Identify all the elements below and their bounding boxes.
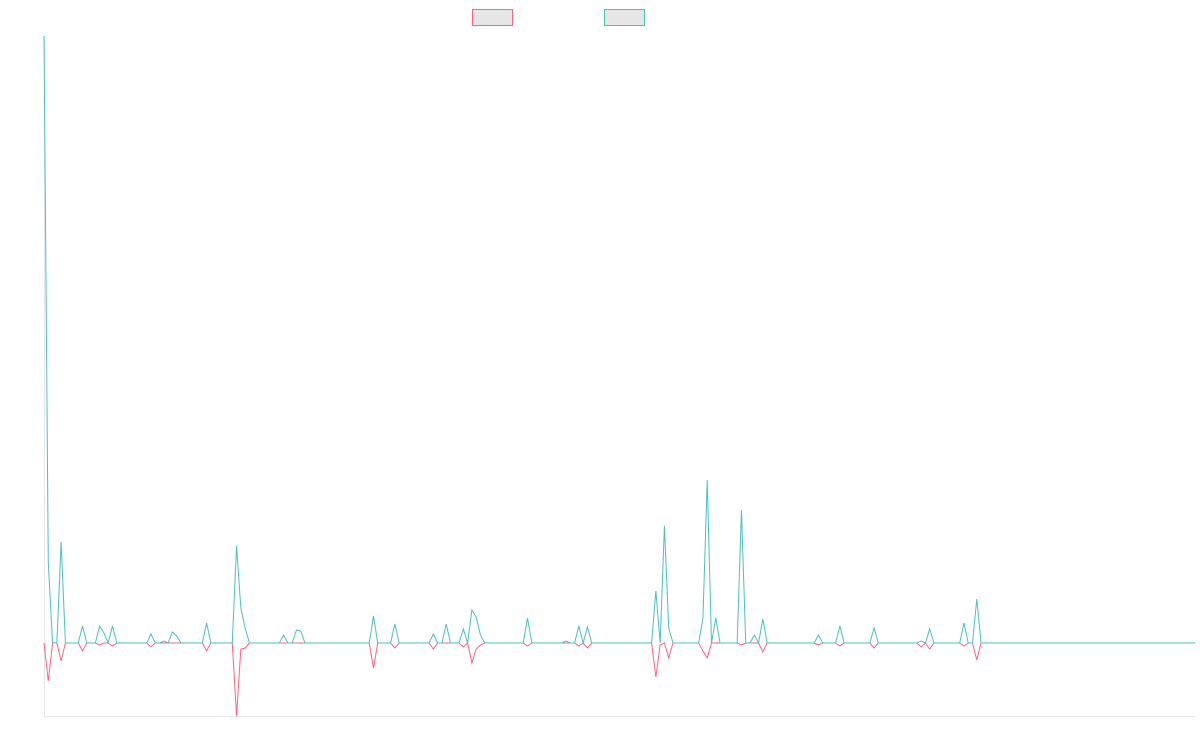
series-line — [43, 35, 1195, 645]
series-line — [43, 642, 1195, 717]
legend-swatch — [604, 9, 645, 26]
legend-swatch — [472, 9, 513, 26]
